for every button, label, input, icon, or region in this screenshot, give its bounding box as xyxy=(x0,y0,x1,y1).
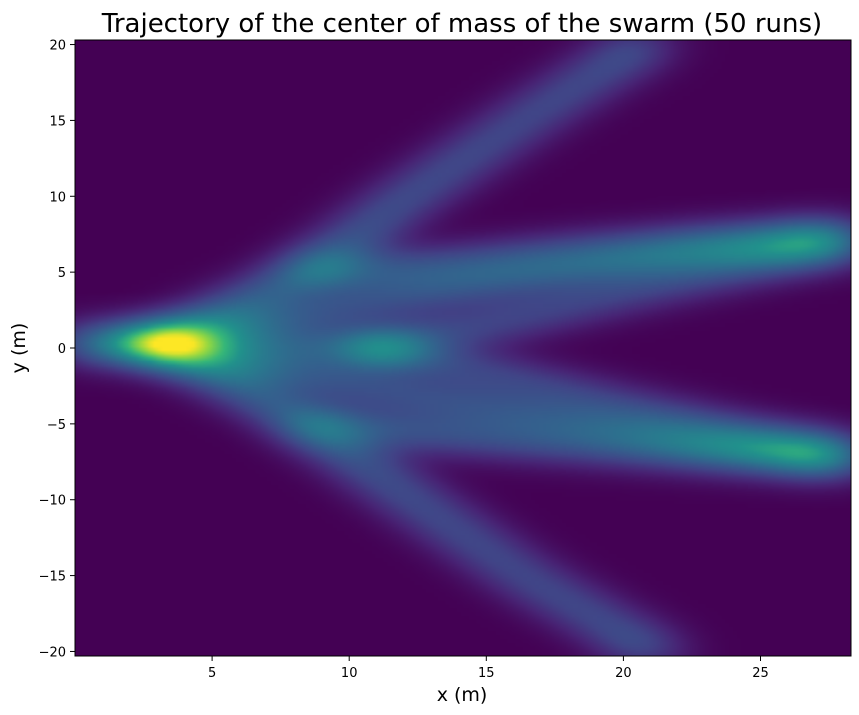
x-tick-label: 5 xyxy=(208,666,216,681)
y-tick-label: 20 xyxy=(49,39,66,54)
y-tick-label: 5 xyxy=(58,266,66,281)
y-axis-label: y (m) xyxy=(8,323,30,374)
x-axis: 5 10 15 20 25 xyxy=(208,656,769,681)
x-tick-label: 15 xyxy=(478,666,495,681)
y-tick-label: −15 xyxy=(39,570,66,585)
chart-title: Trajectory of the center of mass of the … xyxy=(101,9,822,39)
x-tick-label: 10 xyxy=(341,666,358,681)
y-tick-label: 15 xyxy=(49,114,66,129)
y-axis: 20 15 10 5 0 −5 −10 −15 −20 xyxy=(39,39,75,660)
y-tick-label: 0 xyxy=(58,342,66,357)
y-tick-label: −20 xyxy=(39,645,66,660)
y-tick-label: −10 xyxy=(39,494,66,509)
x-tick-label: 20 xyxy=(615,666,632,681)
heatmap-plot-area xyxy=(75,40,851,656)
x-axis-label: x (m) xyxy=(437,684,488,706)
y-tick-label: −5 xyxy=(47,418,66,433)
y-tick-label: 10 xyxy=(49,190,66,205)
heatmap-density-image xyxy=(75,40,851,656)
x-tick-label: 25 xyxy=(752,666,769,681)
